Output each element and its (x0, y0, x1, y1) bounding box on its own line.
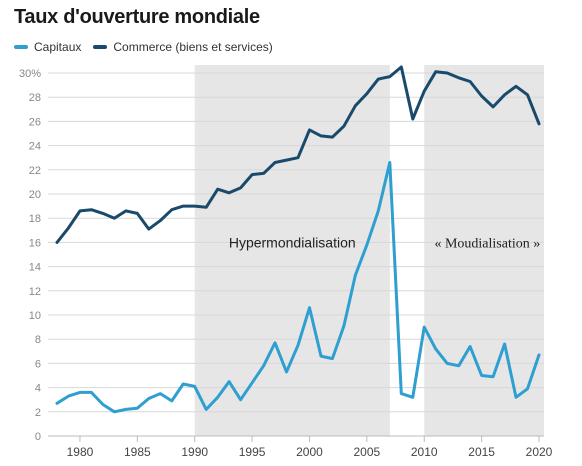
y-tick-label: 10 (29, 310, 41, 322)
y-tick-label: 16 (29, 237, 41, 249)
y-tick-label: 28 (29, 92, 41, 104)
y-tick-label: 6 (35, 358, 41, 370)
x-tick-label: 1990 (181, 445, 208, 459)
y-tick-label: 8 (35, 334, 41, 346)
y-tick-label: 22 (29, 165, 41, 177)
series-line-commerce (55, 65, 541, 244)
x-tick-label: 2015 (468, 445, 495, 459)
grid-lines (48, 72, 544, 437)
y-tick-label: 24 (29, 141, 41, 153)
y-tick-label: 0 (35, 431, 41, 443)
y-tick-label: 30% (19, 68, 41, 80)
series-line-capitaux (55, 161, 541, 414)
x-tick-label: 1980 (67, 445, 94, 459)
legend-swatch-capitaux (14, 45, 28, 49)
x-tick-label: 2010 (411, 445, 438, 459)
x-tick-label: 2020 (526, 445, 553, 459)
shaded-periods (194, 65, 544, 436)
y-tick-label: 4 (35, 383, 41, 395)
y-tick-label: 14 (29, 262, 41, 274)
series-lines (55, 65, 541, 414)
y-tick-label: 26 (29, 116, 41, 128)
shaded-period-0 (194, 65, 390, 436)
y-tick-label: 18 (29, 213, 41, 225)
legend-item-capitaux: Capitaux (14, 40, 81, 54)
legend-swatch-commerce (93, 45, 108, 49)
x-tick-label: 2005 (354, 445, 381, 459)
x-tick-label: 1995 (239, 445, 266, 459)
legend-label-commerce: Commerce (biens et services) (113, 40, 273, 54)
annotation-label: Hypermondialisation (229, 234, 356, 250)
shaded-period-1 (424, 65, 544, 436)
legend-item-commerce: Commerce (biens et services) (93, 40, 273, 54)
x-tick-label: 1985 (124, 445, 151, 459)
x-axis-ticks: 1980 1985 1990 1995 2000 2005 2010 2015 2020 (67, 436, 553, 459)
y-tick-label: 20 (29, 189, 41, 201)
chart-title: Taux d'ouverture mondiale (14, 6, 260, 28)
y-tick-label: 12 (29, 286, 41, 298)
annotation-label: « Moudialisation » (434, 236, 540, 251)
legend: Capitaux Commerce (biens et services) (14, 40, 285, 54)
y-tick-label: 2 (35, 407, 41, 419)
x-tick-label: 2000 (296, 445, 323, 459)
legend-label-capitaux: Capitaux (34, 40, 82, 54)
annotations: Hypermondialisation « Moudialisation » (229, 234, 540, 251)
